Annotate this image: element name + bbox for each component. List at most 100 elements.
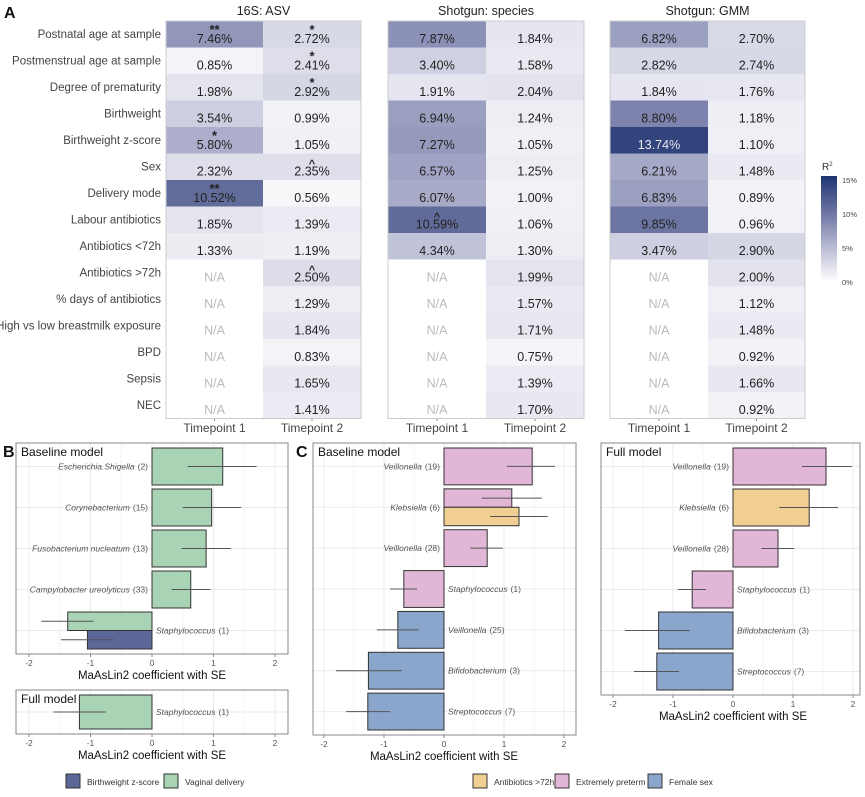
heatmap-cell [263, 365, 361, 393]
taxon-count: (1) [511, 584, 522, 594]
cell-value: 7.46% [197, 32, 232, 46]
taxon-label: Staphylococcus (1) [448, 584, 521, 594]
cell-value: 1.99% [517, 271, 552, 285]
taxon-count: (3) [799, 626, 810, 636]
heatmap-cell [166, 259, 263, 287]
taxon-name: Klebsiella [679, 503, 716, 513]
x-tick-label: 2 [851, 699, 856, 709]
heatmap-cell [708, 392, 805, 419]
panel-label-a: A [4, 5, 16, 22]
cell-value: 1.84% [641, 85, 676, 99]
cell-value: 0.99% [294, 112, 329, 126]
x-tick-label: -1 [87, 738, 95, 748]
heatmap-cell [388, 127, 486, 154]
panel-border [387, 20, 585, 419]
legend-label: Antibiotics >72h [494, 777, 555, 787]
heatmap-cell [166, 339, 263, 366]
heatmap-cell [388, 180, 486, 207]
taxon-count: (6) [719, 503, 730, 513]
heatmap-cell [708, 259, 805, 287]
row-label: Antibiotics >72h [79, 268, 161, 280]
taxon-count: (25) [489, 625, 504, 635]
row-label: NEC [137, 400, 161, 412]
cell-value: 1.48% [739, 324, 774, 338]
significance-marker: ^ [309, 159, 316, 171]
taxon-label: Veillonella (28) [672, 544, 729, 554]
row-label: BPD [137, 347, 161, 359]
x-tick-label: 0 [731, 699, 736, 709]
heatmap-cell [166, 153, 263, 181]
x-tick-label: -2 [609, 699, 617, 709]
heatmap-cell [388, 392, 486, 419]
heatmap-cell [263, 312, 361, 340]
x-tick-label: 2 [273, 738, 278, 748]
significance-marker: ** [209, 181, 220, 196]
taxon-name: Streptococcus [448, 707, 503, 717]
cell-value: 1.30% [517, 244, 552, 258]
taxon-count: (33) [133, 585, 148, 595]
taxon-label: Streptococcus (7) [448, 707, 515, 717]
taxon-label: Streptococcus (7) [737, 667, 804, 677]
cell-value: 2.04% [517, 85, 552, 99]
heatmap-cell [708, 286, 805, 313]
heatmap-cell [486, 153, 584, 181]
cell-value: 1.39% [294, 218, 329, 232]
heatmap-cell [610, 74, 708, 101]
row-label: Delivery mode [88, 188, 162, 200]
heatmap-cell [486, 100, 584, 128]
taxon-name: Staphylococcus [737, 585, 797, 595]
cell-value: 0.83% [294, 350, 329, 364]
taxon-name: Staphylococcus [156, 707, 216, 717]
cell-value: 1.58% [517, 59, 552, 73]
heatmap-cell [486, 286, 584, 313]
taxon-count: (28) [425, 543, 440, 553]
panel-label-c: C [296, 444, 308, 461]
cell-value: N/A [204, 350, 226, 364]
cell-value: 2.00% [739, 271, 774, 285]
taxon-name: Streptococcus [737, 667, 792, 677]
cell-value: 0.89% [739, 191, 774, 205]
taxon-count: (19) [714, 462, 729, 472]
cell-value: 1.71% [517, 324, 552, 338]
cell-value: 1.00% [517, 191, 552, 205]
cell-value: 13.74% [638, 138, 680, 152]
x-tick-label: 0 [442, 739, 447, 749]
taxon-name: Veillonella [383, 543, 422, 553]
heatmap-cell [708, 180, 805, 207]
heatmap-cell [166, 286, 263, 313]
row-label: Labour antibiotics [71, 215, 161, 227]
heatmap-cell [708, 206, 805, 234]
heatmap-cell [708, 312, 805, 340]
heatmap-cell [610, 339, 708, 366]
heatmap-cell [610, 127, 708, 154]
cell-value: 0.96% [739, 218, 774, 232]
taxon-count: (7) [505, 707, 516, 717]
row-label: Birthweight z-score [63, 135, 161, 147]
taxon-name: Campylobacter ureolyticus [30, 585, 131, 595]
cell-value: 1.48% [739, 165, 774, 179]
bar-subplot: Veillonella (19)Klebsiella (6)Veillonella(… [312, 442, 577, 763]
taxon-name: Fusobacterium nucleatum [32, 544, 130, 554]
cell-value: N/A [649, 403, 671, 417]
heatmap-cell [166, 312, 263, 340]
taxon-label: Escherichia.Shigella (2) [58, 462, 148, 472]
cell-value: N/A [427, 271, 449, 285]
cell-value: 1.84% [294, 324, 329, 338]
heatmap-cell [610, 312, 708, 340]
column-label: Timepoint 2 [281, 421, 344, 435]
heatmap-cell [486, 47, 584, 75]
row-label: High vs low breastmilk exposure [0, 321, 161, 333]
heatmap-cell [388, 153, 486, 181]
cell-value: N/A [204, 403, 226, 417]
cell-value: 1.18% [739, 112, 774, 126]
heatmap-panel: 16S: ASV7.46%**0.85%1.98%3.54%5.80%*2.32… [165, 4, 362, 435]
heatmap-cell [263, 206, 361, 234]
cell-value: 1.29% [294, 297, 329, 311]
legend-label: Extremely preterm [576, 777, 645, 787]
series-legend: Birthweight z-score Vaginal delivery [65, 773, 245, 789]
taxon-name: Staphylococcus [448, 584, 508, 594]
heatmap-cell [388, 21, 486, 48]
taxon-label: Veillonella (19) [383, 461, 440, 471]
cell-value: 1.06% [517, 218, 552, 232]
